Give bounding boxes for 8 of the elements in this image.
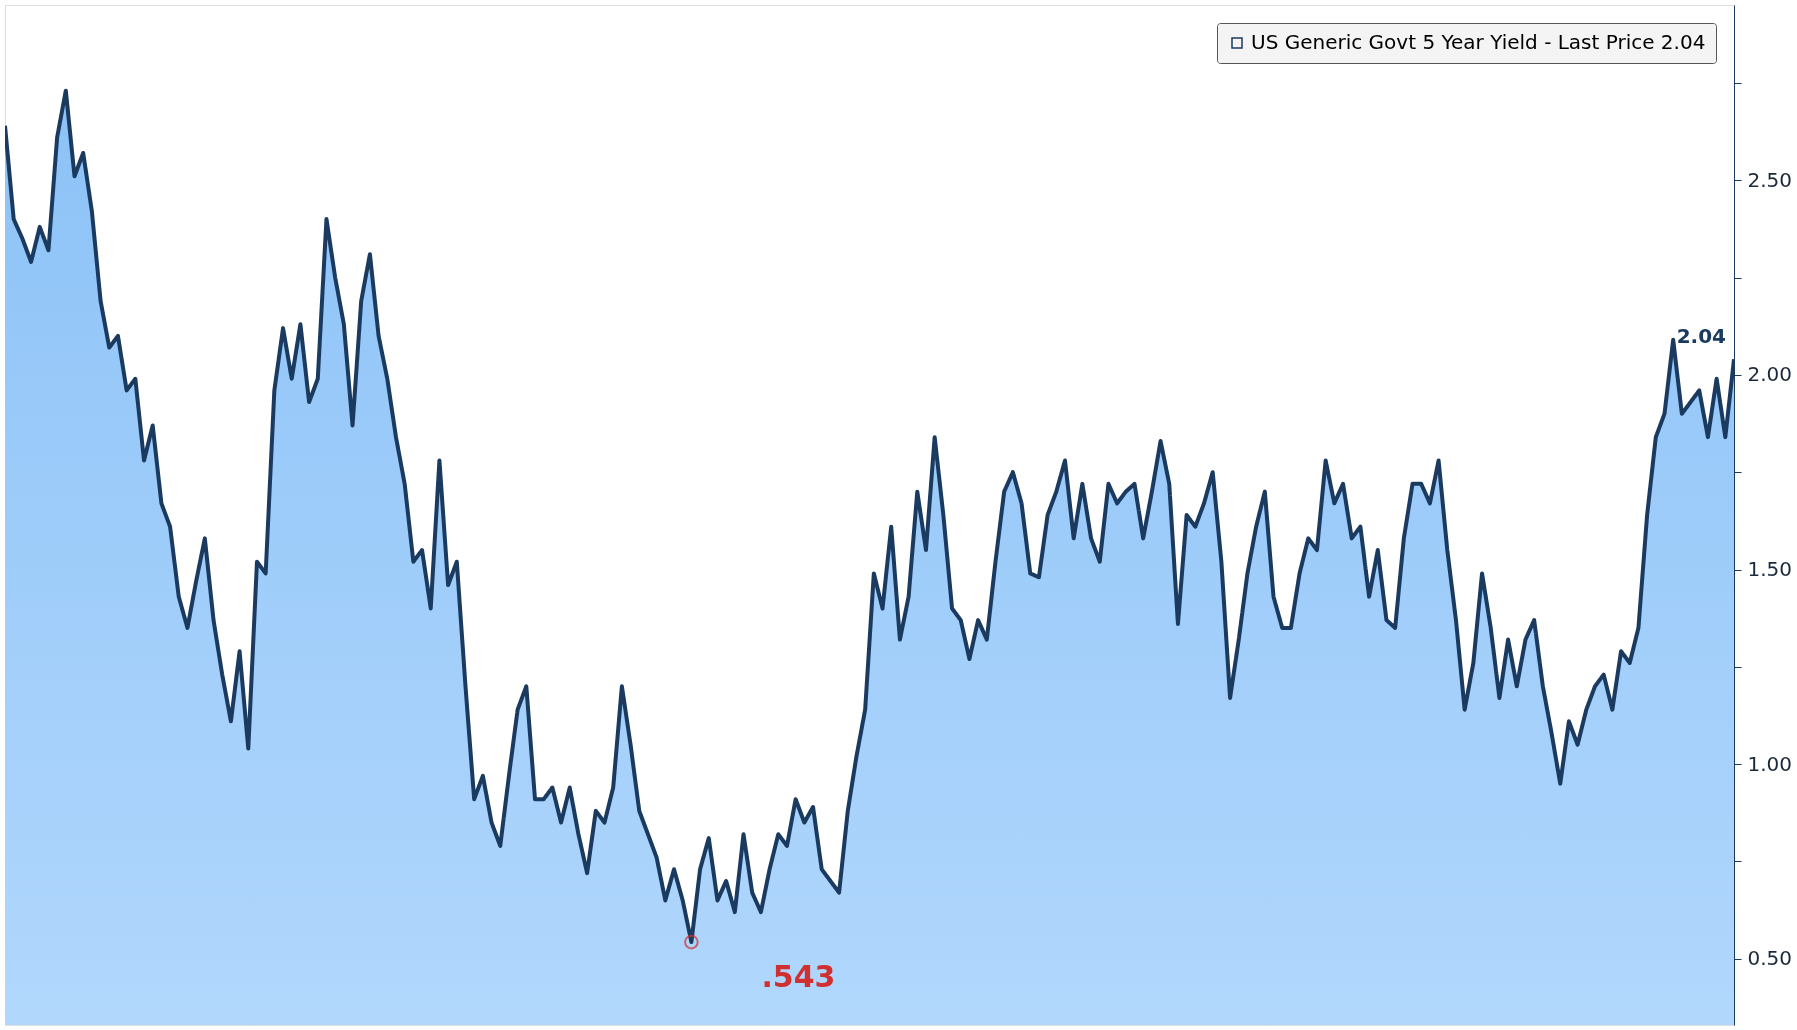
y-tick-label: 2.00 [1747, 362, 1793, 387]
annotation: 2.04 [1676, 324, 1726, 349]
legend-label: US Generic Govt 5 Year Yield - Last Price 2.04 [1251, 30, 1706, 54]
annotation: .543 [761, 959, 836, 995]
y-tick-label: 1.00 [1747, 751, 1793, 776]
y-tick-label: 2.50 [1747, 167, 1793, 192]
y-tick-label: 0.50 [1747, 946, 1793, 971]
y-tick-label: 1.50 [1747, 557, 1793, 581]
